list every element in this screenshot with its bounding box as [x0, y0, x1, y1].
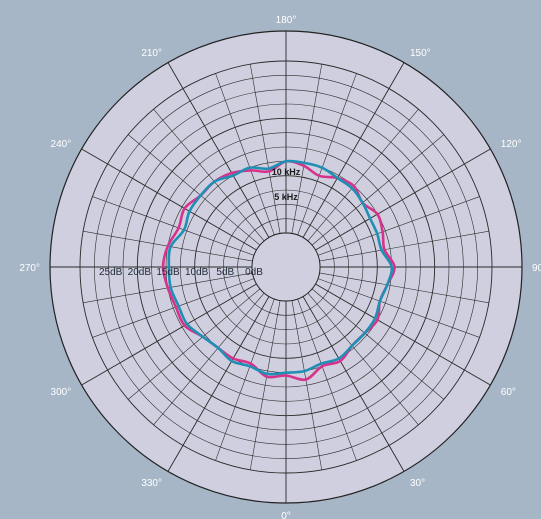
- spoke-gridline: [317, 278, 480, 338]
- spoke-gridline: [215, 298, 275, 461]
- angle-label: 120°: [501, 139, 522, 150]
- angle-label: 90°: [532, 263, 541, 274]
- angle-label: 210°: [141, 48, 162, 59]
- spoke-gridline: [307, 292, 419, 425]
- db-tick-label: 10dB: [185, 267, 209, 278]
- spoke-gridline: [153, 109, 265, 242]
- series-label: 5 kHz: [274, 192, 298, 202]
- angle-label: 150°: [410, 48, 431, 59]
- spoke-gridline: [249, 64, 281, 234]
- spoke-gridline: [92, 278, 255, 338]
- angle-label: 180°: [276, 15, 297, 26]
- spoke-gridline: [302, 62, 405, 238]
- spoke-gridline: [128, 288, 261, 400]
- db-tick-label: 15dB: [156, 267, 180, 278]
- spoke-gridline: [291, 64, 323, 234]
- spoke-gridline: [317, 196, 480, 256]
- spoke-gridline: [315, 283, 491, 386]
- angle-label: 240°: [51, 139, 72, 150]
- db-tick-label: 0dB: [245, 267, 263, 278]
- center-hub: [251, 232, 321, 302]
- spoke-gridline: [311, 288, 444, 400]
- spoke-gridline: [291, 300, 323, 470]
- label-layer: 180° 150° 120° 90° 60° 30° 0° 330° 300° 270° 240° 2…: [19, 15, 541, 519]
- spoke-gridline: [297, 73, 357, 236]
- db-tick-label: 25dB: [99, 267, 123, 278]
- spoke-gridline: [297, 298, 357, 461]
- spoke-gridline: [319, 230, 489, 262]
- spoke-gridline: [215, 73, 275, 236]
- angle-label: 270°: [19, 263, 40, 274]
- spoke-gridline: [92, 196, 255, 256]
- spoke-gridline: [249, 300, 281, 470]
- angle-label: 0°: [281, 511, 291, 519]
- series-layer: [161, 159, 396, 382]
- spoke-gridline: [167, 296, 270, 472]
- grid: [50, 31, 522, 503]
- spoke-gridline: [302, 296, 405, 472]
- spoke-gridline: [81, 283, 257, 386]
- spoke-gridline: [128, 134, 261, 246]
- spoke-gridline: [311, 134, 444, 246]
- angle-label: 60°: [501, 387, 516, 398]
- series-line: [167, 159, 394, 376]
- spoke-gridline: [307, 109, 419, 242]
- db-tick-label: 5dB: [216, 267, 234, 278]
- spoke-gridline: [315, 148, 491, 251]
- series-label: 10 kHz: [272, 167, 301, 177]
- angle-label: 330°: [141, 478, 162, 489]
- angle-label: 300°: [51, 387, 72, 398]
- spoke-gridline: [167, 62, 270, 238]
- angle-label: 30°: [410, 478, 425, 489]
- spoke-gridline: [81, 148, 257, 251]
- spoke-gridline: [153, 292, 265, 425]
- spoke-gridline: [319, 272, 489, 304]
- db-tick-label: 20dB: [128, 267, 152, 278]
